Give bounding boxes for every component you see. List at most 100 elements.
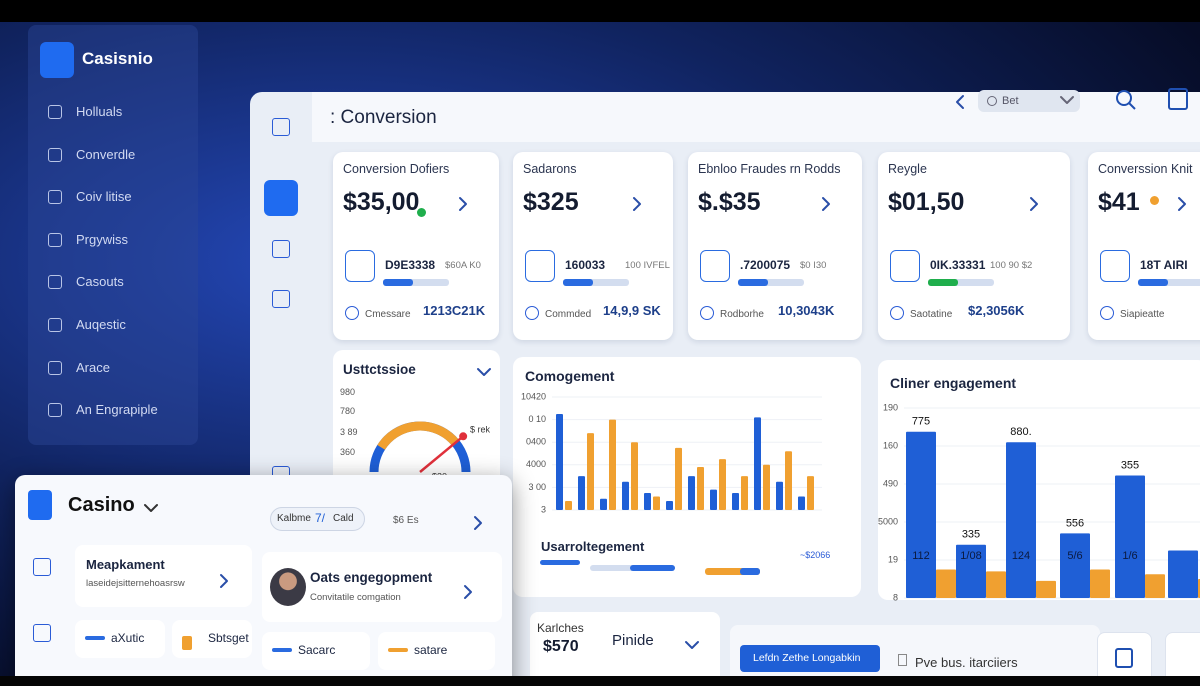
gauge-scale: 3 89 bbox=[340, 427, 358, 437]
status-dot bbox=[1150, 196, 1159, 205]
kpi-icon bbox=[890, 250, 920, 282]
icon bbox=[33, 558, 51, 576]
kpi-code-note: $60A K0 bbox=[445, 260, 481, 271]
nav-item[interactable]: Holluals bbox=[76, 104, 123, 119]
engagement-card bbox=[878, 360, 1200, 600]
kpi-code: 160033 bbox=[565, 258, 606, 272]
kpi-foot-icon bbox=[700, 306, 714, 320]
nav-item[interactable]: Coiv litise bbox=[76, 189, 132, 205]
login-button[interactable] bbox=[740, 645, 880, 672]
front-logo bbox=[28, 490, 52, 520]
brand-logo bbox=[40, 42, 74, 78]
kpi-title: Ebnloo Fraudes rn Rodds bbox=[698, 162, 841, 176]
gauge-scale: 980 bbox=[340, 387, 356, 397]
nav-item[interactable]: An Engrapiple bbox=[76, 402, 158, 418]
kpi-icon bbox=[345, 250, 375, 282]
kpi-card bbox=[688, 152, 862, 340]
nav-active[interactable] bbox=[264, 180, 298, 216]
kpi-foot-value: 14,9,9 SK bbox=[603, 303, 661, 318]
icon bbox=[48, 403, 62, 418]
tab[interactable]: 7/ bbox=[315, 511, 326, 525]
chip-label[interactable]: Sacarc bbox=[298, 643, 336, 657]
kpi-track-fill bbox=[738, 279, 768, 286]
top-strip bbox=[0, 0, 1200, 22]
progress-bar bbox=[740, 568, 760, 575]
chip-label[interactable]: aXutic bbox=[111, 631, 145, 645]
nav-item[interactable]: Arace bbox=[76, 359, 110, 375]
kpi-value: $325 bbox=[523, 188, 579, 216]
icon bbox=[33, 624, 51, 642]
kpi-icon bbox=[525, 250, 555, 282]
tab-pill bbox=[270, 507, 365, 531]
icon bbox=[48, 318, 62, 332]
progress-bar bbox=[705, 568, 760, 575]
brand-name: Casisnio bbox=[82, 49, 153, 68]
chip-marker bbox=[272, 648, 292, 652]
kpi-value: $41 bbox=[1098, 188, 1140, 216]
chip-marker bbox=[85, 636, 105, 640]
progress-bar bbox=[630, 565, 675, 571]
kpi-foot: Cmessare bbox=[365, 309, 411, 320]
nav-item[interactable]: Converdle bbox=[76, 146, 136, 162]
kpi-code: 18T AIRI bbox=[1140, 258, 1188, 272]
kpi-foot-value: $2,3056K bbox=[968, 303, 1025, 318]
kpi-track-fill bbox=[928, 279, 958, 286]
doc-button[interactable] bbox=[1168, 88, 1188, 110]
bottom-link[interactable]: Pve bus. itarciiers bbox=[915, 655, 1018, 670]
icon bbox=[272, 240, 290, 258]
chip-label[interactable]: satare bbox=[414, 643, 448, 657]
front-card-sub: Convitatile comgation bbox=[310, 592, 401, 603]
status-dot bbox=[417, 208, 426, 217]
progress-bar bbox=[540, 560, 580, 565]
kpi-code-note: 100 IVFEL bbox=[625, 260, 670, 271]
kpi-foot-icon bbox=[1100, 306, 1114, 320]
icon bbox=[48, 232, 62, 247]
kpi-foot: Siapieatte bbox=[1120, 309, 1165, 320]
link-icon bbox=[898, 654, 907, 666]
kpi-code-note: $0 I30 bbox=[800, 260, 827, 271]
kpi-card bbox=[333, 152, 499, 340]
kpi-card bbox=[513, 152, 673, 340]
kpi-code: D9E3338 bbox=[385, 258, 436, 272]
icon bbox=[48, 147, 62, 162]
nav-item[interactable]: Prgywiss bbox=[76, 231, 129, 247]
tab[interactable]: Cald bbox=[333, 513, 354, 524]
login-button-text[interactable]: Lefdn Zethe Longabkin bbox=[753, 652, 861, 664]
icon bbox=[48, 105, 62, 119]
tab-note: $6 Es bbox=[393, 515, 419, 526]
sidebar bbox=[28, 25, 198, 445]
kpi-card bbox=[878, 152, 1070, 340]
kpi-icon bbox=[1100, 250, 1130, 282]
nav-item[interactable]: Auqestic bbox=[76, 317, 126, 332]
kpi-title: Converssion Knit bbox=[1098, 162, 1193, 176]
kpi-foot-icon bbox=[525, 306, 539, 320]
tab[interactable]: Kalbme bbox=[277, 513, 311, 524]
bottom-value: $570 bbox=[543, 638, 579, 655]
icon bbox=[48, 360, 62, 375]
gauge-scale: 780 bbox=[340, 406, 356, 416]
page-title: : Conversion bbox=[330, 107, 437, 128]
chip-label[interactable]: Sbtsget bbox=[208, 631, 249, 645]
kpi-icon bbox=[700, 250, 730, 282]
kpi-foot-value: 1213C21K bbox=[423, 303, 486, 318]
search-dot bbox=[987, 96, 997, 106]
front-card bbox=[75, 545, 252, 607]
icon bbox=[48, 190, 62, 205]
kpi-track bbox=[383, 279, 449, 286]
kpi-foot: Saotatine bbox=[910, 309, 953, 320]
bottom-title: Karlches bbox=[537, 621, 584, 635]
kpi-code-note: 100 90 $2 bbox=[990, 260, 1033, 271]
kpi-title: Conversion Dofiers bbox=[343, 162, 450, 176]
progress-title: Usarroltegement bbox=[541, 539, 645, 554]
search-box bbox=[978, 90, 1080, 112]
kpi-foot: Commded bbox=[545, 309, 592, 320]
kpi-track bbox=[928, 279, 994, 286]
kpi-value: $01,50 bbox=[888, 188, 965, 216]
kpi-title: Sadarons bbox=[523, 162, 577, 176]
nav-item[interactable]: Casouts bbox=[76, 274, 124, 290]
bottom-strip bbox=[0, 676, 1200, 686]
avatar bbox=[270, 568, 306, 606]
search-text: Bet bbox=[1002, 95, 1019, 107]
front-card-sub: laseidejsitternehoasrsw bbox=[86, 578, 185, 589]
